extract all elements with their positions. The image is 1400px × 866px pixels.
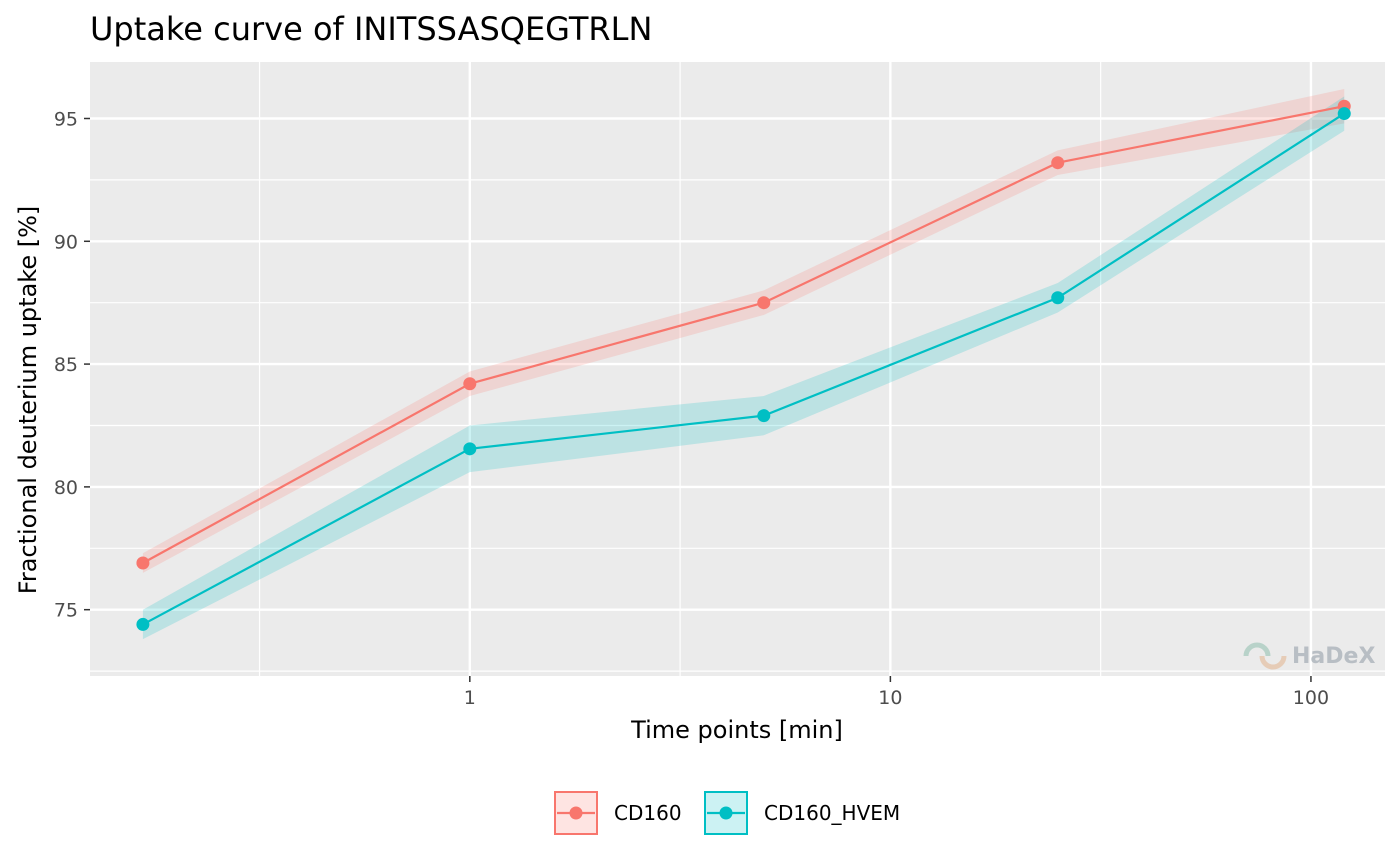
chart-title: Uptake curve of INITSSASQEGTRLN [90, 10, 652, 48]
ribbon-series-1 [142, 89, 1345, 573]
legend-item-2: CD160_HVEM [704, 791, 900, 835]
legend-label: CD160_HVEM [764, 801, 900, 825]
point-series-2 [1337, 107, 1351, 121]
hadex-logo: HaDeX [1243, 642, 1375, 670]
minor-gridlines [90, 62, 1385, 676]
y-tick-label: 75 [54, 600, 78, 622]
hadex-logo-text: HaDeX [1292, 644, 1375, 669]
y-tick-label: 95 [54, 108, 78, 130]
y-tick-label: 90 [54, 231, 78, 253]
confidence-ribbons [142, 89, 1345, 640]
point-series-1 [757, 296, 771, 310]
point-series-1 [463, 377, 477, 391]
y-tick-label: 80 [54, 477, 78, 499]
major-gridlines [90, 62, 1385, 676]
x-tick-label: 1 [464, 687, 476, 709]
legend-item-1: CD160 [554, 791, 682, 835]
legend-key-point [719, 806, 733, 820]
point-series-2 [463, 442, 477, 456]
y-tick-label: 85 [54, 354, 78, 376]
point-series-1 [1051, 156, 1065, 170]
legend: CD160 CD160_HVEM [554, 791, 900, 835]
x-axis-ticks: 1 10 100 [464, 676, 1329, 709]
legend-label: CD160 [614, 801, 682, 825]
point-series-2 [1051, 291, 1065, 305]
point-series-2 [757, 409, 771, 423]
x-tick-label: 10 [878, 687, 902, 709]
plot-panel [90, 62, 1385, 676]
series-points [136, 99, 1351, 631]
x-tick-label: 100 [1293, 687, 1329, 709]
y-axis-ticks: 75 80 85 90 95 [54, 108, 90, 622]
y-axis-title: Fractional deuterium uptake [%] [14, 206, 42, 594]
hadex-logo-icon [1243, 642, 1287, 670]
point-series-1 [136, 556, 150, 570]
point-series-2 [136, 617, 150, 631]
x-axis-title: Time points [min] [630, 716, 843, 744]
legend-key-point [569, 806, 583, 820]
